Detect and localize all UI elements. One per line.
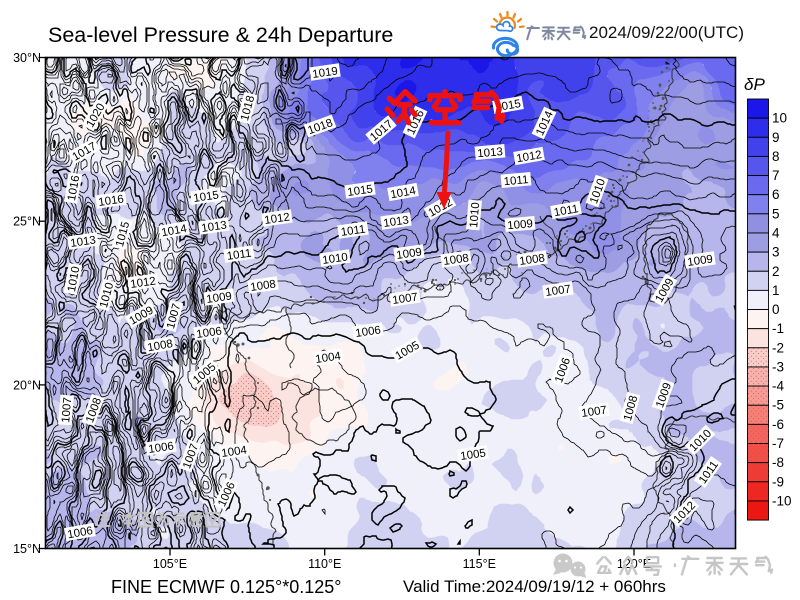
svg-text:105°E: 105°E (153, 557, 187, 571)
svg-text:1012: 1012 (516, 149, 543, 165)
svg-text:5: 5 (772, 206, 780, 221)
svg-text:1004: 1004 (315, 350, 343, 366)
svg-text:1019: 1019 (312, 65, 339, 80)
svg-text:1004: 1004 (221, 444, 249, 460)
svg-text:1014: 1014 (161, 223, 189, 239)
svg-text:1013: 1013 (383, 214, 410, 229)
svg-text:1010: 1010 (468, 202, 482, 229)
svg-text:-8: -8 (772, 455, 784, 470)
svg-text:1009: 1009 (396, 246, 423, 261)
svg-text:115°E: 115°E (463, 557, 496, 571)
svg-text:2: 2 (772, 264, 780, 279)
svg-text:-2: -2 (772, 340, 784, 355)
svg-text:1007: 1007 (60, 397, 74, 424)
svg-text:-6: -6 (772, 417, 784, 432)
svg-text:8: 8 (772, 149, 780, 164)
svg-text:-4: -4 (772, 379, 784, 394)
svg-text:1015: 1015 (347, 183, 374, 198)
svg-text:1009: 1009 (687, 253, 714, 268)
svg-text:1012: 1012 (130, 275, 157, 290)
svg-text:1: 1 (772, 283, 780, 298)
svg-text:1008: 1008 (250, 278, 277, 293)
svg-text:1006: 1006 (67, 525, 94, 541)
svg-text:1006: 1006 (355, 324, 382, 339)
svg-text:25°N: 25°N (13, 215, 41, 229)
svg-text:4: 4 (772, 226, 780, 241)
svg-text:3: 3 (772, 245, 780, 260)
svg-text:15°N: 15°N (13, 542, 41, 556)
svg-text:-5: -5 (772, 398, 784, 413)
svg-text:7: 7 (772, 168, 780, 183)
svg-text:1014: 1014 (390, 185, 418, 201)
svg-text:1011: 1011 (340, 224, 366, 239)
svg-text:1013: 1013 (70, 234, 97, 249)
svg-text:1011: 1011 (503, 174, 529, 188)
svg-text:-7: -7 (772, 436, 784, 451)
svg-text:1009: 1009 (206, 290, 233, 305)
svg-text:-1: -1 (772, 321, 784, 336)
svg-text:1007: 1007 (581, 404, 608, 419)
svg-text:1011: 1011 (226, 248, 252, 263)
svg-text:9: 9 (772, 130, 780, 145)
svg-text:1008: 1008 (147, 338, 174, 354)
svg-text:1016: 1016 (98, 193, 125, 208)
svg-text:1006: 1006 (148, 440, 175, 455)
svg-text:1007: 1007 (545, 283, 572, 298)
svg-text:20°N: 20°N (13, 378, 41, 392)
svg-text:0: 0 (772, 302, 780, 317)
svg-text:30°N: 30°N (13, 51, 41, 65)
svg-text:6: 6 (772, 187, 780, 202)
svg-text:δP: δP (744, 75, 765, 94)
svg-text:1016: 1016 (66, 175, 82, 202)
svg-text:1011: 1011 (553, 203, 579, 219)
svg-text:1008: 1008 (519, 252, 546, 267)
svg-text:1005: 1005 (460, 447, 487, 462)
svg-text:1007: 1007 (392, 291, 419, 306)
svg-text:1013: 1013 (477, 146, 504, 160)
svg-text:-10: -10 (772, 493, 792, 508)
svg-text:1015: 1015 (193, 189, 220, 204)
svg-text:110°E: 110°E (308, 557, 341, 571)
svg-text:1010: 1010 (66, 266, 82, 293)
svg-text:-3: -3 (772, 360, 784, 375)
svg-text:1009: 1009 (507, 218, 534, 232)
svg-text:1010: 1010 (322, 251, 349, 266)
svg-text:10: 10 (772, 111, 787, 126)
svg-text:1008: 1008 (443, 252, 470, 267)
svg-text:1012: 1012 (264, 211, 291, 226)
svg-text:1013: 1013 (201, 219, 228, 234)
svg-text:-9: -9 (772, 474, 784, 489)
svg-text:1006: 1006 (196, 325, 223, 340)
